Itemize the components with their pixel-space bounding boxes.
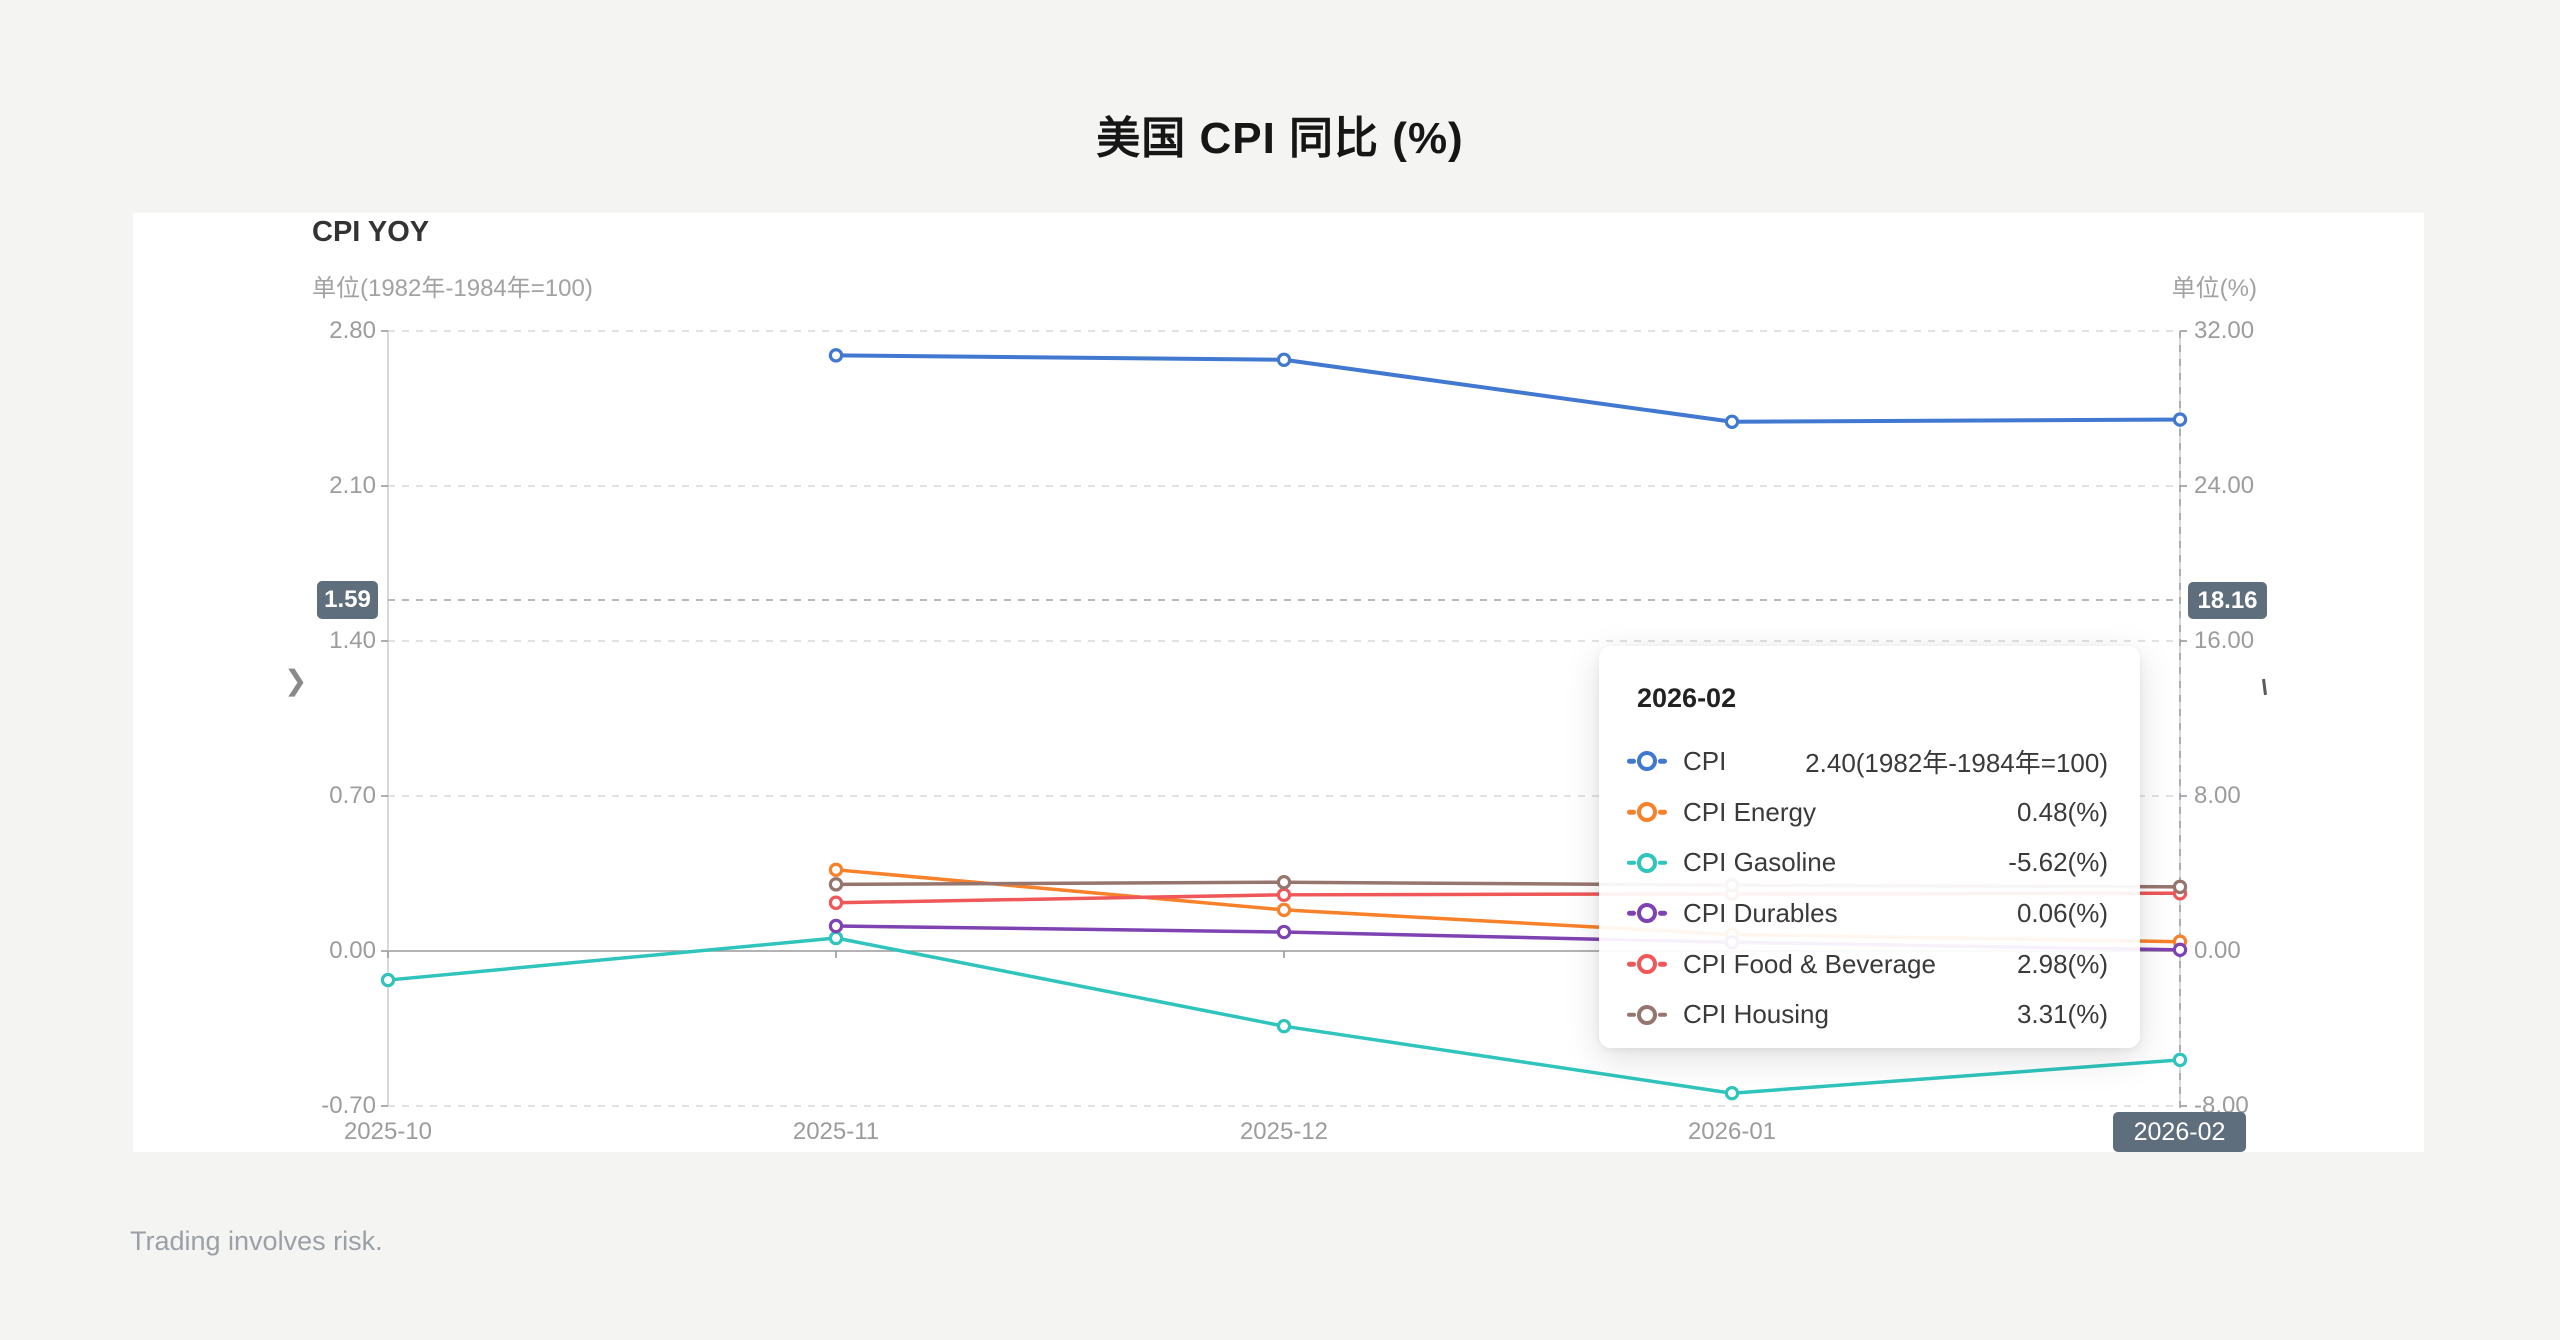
series-marker-icon xyxy=(1625,751,1669,772)
series-value: 2.40(1982年-1984年=100) xyxy=(1805,747,2108,778)
tooltip-rows: CPI 2.40(1982年-1984年=100) CPI Energy 0.48(%… xyxy=(1625,736,2108,1040)
tooltip-row: CPI Energy 0.48(%) xyxy=(1625,787,2108,838)
tooltip: 2026-02 CPI 2.40(1982年-1984年=100) CPI Ener… xyxy=(1599,646,2140,1048)
crosshair-right-axis-badge: 18.16 xyxy=(2188,582,2267,619)
series-marker-icon xyxy=(1625,1004,1669,1025)
series-value: 0.06(%) xyxy=(2016,897,2108,928)
series-marker-icon xyxy=(1625,903,1669,924)
series-name: CPI Durables xyxy=(1683,897,1838,928)
y-axis-label-left: 2.10 xyxy=(329,472,376,499)
y-axis-label-right: 16.00 xyxy=(2194,627,2255,654)
x-axis-label: 2025-10 xyxy=(343,1118,433,1145)
footer-disclaimer: Trading involves risk. xyxy=(130,1226,383,1256)
series-value: 0.48(%) xyxy=(2016,796,2108,827)
left-axis-unit-label: 单位(1982年-1984年=100) xyxy=(312,275,593,302)
tooltip-row: CPI Gasoline -5.62(%) xyxy=(1625,837,2108,888)
y-axis-label-left: 0.70 xyxy=(329,782,376,809)
series-marker-icon xyxy=(1625,802,1669,823)
tooltip-title: 2026-02 xyxy=(1637,683,1737,713)
crosshair-left-axis-badge: 1.59 xyxy=(317,581,378,619)
y-axis-label-right: 0.00 xyxy=(2194,937,2241,964)
y-axis-label-right: 24.00 xyxy=(2194,472,2255,499)
chart-title: CPI YOY xyxy=(312,216,430,248)
tooltip-row: CPI Food & Beverage 2.98(%) xyxy=(1625,939,2108,990)
y-axis-label-left: -0.70 xyxy=(321,1092,376,1119)
y-axis-label-left: 2.80 xyxy=(329,317,376,344)
tooltip-row: CPI Durables 0.06(%) xyxy=(1625,888,2108,939)
x-axis-label: 2025-12 xyxy=(1239,1118,1329,1145)
series-value: 3.31(%) xyxy=(2016,999,2108,1030)
y-axis-label-right: 32.00 xyxy=(2194,317,2255,344)
chevron-right-icon[interactable]: ❯ xyxy=(284,665,308,696)
right-axis-unit-label: 单位(%) xyxy=(2171,275,2257,302)
series-name: CPI Gasoline xyxy=(1683,847,1837,878)
series-marker-icon xyxy=(1625,954,1669,975)
series-name: CPI Food & Beverage xyxy=(1683,948,1936,979)
y-axis-label-left: 1.40 xyxy=(329,627,376,654)
y-axis-label-left: 0.00 xyxy=(329,937,376,964)
series-value: -5.62(%) xyxy=(2008,847,2108,878)
tooltip-row: CPI 2.40(1982年-1984年=100) xyxy=(1625,736,2108,787)
page-title: 美国 CPI 同比 (%) xyxy=(1096,114,1464,163)
series-name: CPI Energy xyxy=(1683,796,1816,827)
x-axis-label: 2025-11 xyxy=(792,1118,880,1145)
series-value: 2.98(%) xyxy=(2016,948,2108,979)
y-axis-label-right: 8.00 xyxy=(2194,782,2241,809)
series-name: CPI Housing xyxy=(1683,999,1829,1030)
series-name: CPI xyxy=(1683,745,1727,776)
x-axis-label: 2026-01 xyxy=(1687,1118,1777,1145)
tooltip-row: CPI Housing 3.31(%) xyxy=(1625,989,2108,1040)
series-marker-icon xyxy=(1625,852,1669,873)
crosshair-x-axis-badge: 2026-02 xyxy=(2113,1112,2246,1152)
